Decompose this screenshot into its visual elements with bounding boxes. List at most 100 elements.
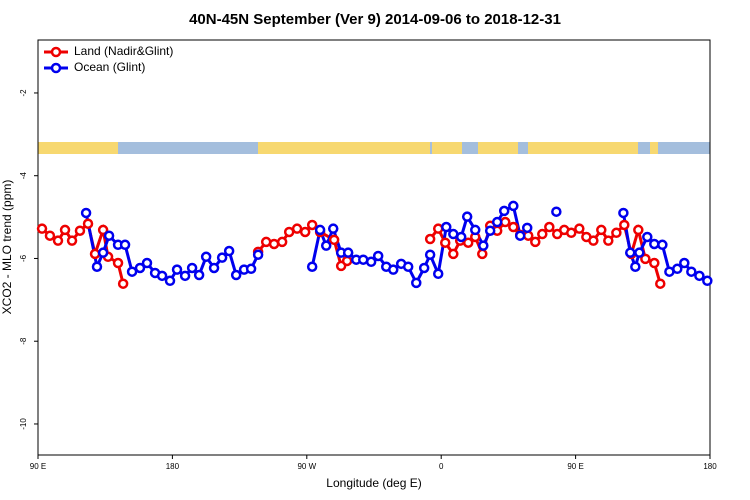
data-point	[686, 266, 697, 277]
data-point	[179, 270, 191, 282]
data-point	[36, 223, 48, 234]
data-point	[672, 263, 683, 275]
data-point	[341, 255, 353, 267]
data-point	[477, 248, 488, 260]
chart-title: 40N-45N September (Ver 9) 2014-09-06 to …	[189, 11, 561, 28]
land-band	[528, 142, 638, 154]
data-point	[633, 224, 644, 236]
y-tick-label: -8	[19, 337, 28, 345]
data-point	[372, 250, 384, 262]
data-point	[469, 224, 481, 236]
data-point	[320, 240, 332, 251]
data-point	[657, 239, 668, 251]
data-point	[208, 262, 220, 274]
data-point	[611, 227, 622, 239]
data-point	[66, 235, 78, 246]
data-point	[679, 257, 690, 269]
land-band	[38, 142, 118, 154]
data-point	[80, 207, 92, 219]
data-point	[74, 225, 86, 236]
y-tick-label: -10	[19, 418, 28, 430]
data-point	[432, 268, 444, 280]
data-point	[306, 261, 318, 272]
data-point	[402, 261, 414, 272]
data-point	[156, 270, 168, 282]
data-point	[268, 238, 280, 250]
y-tick-label: -6	[19, 254, 28, 262]
data-point	[411, 277, 422, 289]
data-point	[625, 247, 636, 258]
legend-label: Ocean (Glint)	[74, 60, 145, 74]
data-point	[134, 262, 146, 274]
data-point	[500, 216, 511, 228]
data-point	[245, 263, 257, 275]
data-point	[439, 237, 451, 248]
data-point	[388, 264, 399, 275]
data-point	[478, 240, 489, 251]
data-point	[566, 227, 577, 239]
data-point	[44, 230, 56, 241]
data-point	[491, 216, 503, 228]
x-tick-label: 90 W	[297, 462, 316, 471]
data-point	[97, 224, 109, 236]
data-point	[119, 239, 131, 251]
data-point	[91, 261, 103, 272]
data-point	[252, 249, 264, 260]
data-point	[89, 248, 101, 260]
data-point	[630, 261, 641, 272]
data-point	[448, 248, 459, 260]
data-point	[327, 223, 339, 234]
x-axis-label: Longitude (deg E)	[326, 476, 421, 490]
data-point	[299, 226, 311, 238]
data-point	[328, 234, 340, 246]
data-point	[112, 257, 124, 269]
data-point	[276, 236, 288, 248]
data-point	[342, 247, 354, 258]
data-point	[508, 221, 519, 233]
data-point	[694, 270, 705, 282]
data-point	[618, 207, 629, 219]
data-point	[508, 200, 519, 212]
data-point	[193, 269, 205, 281]
data-point	[640, 253, 651, 265]
data-point	[498, 205, 510, 217]
data-point	[418, 262, 430, 274]
data-point	[551, 206, 562, 217]
x-tick-label: 180	[166, 462, 180, 471]
data-point	[702, 275, 713, 287]
land-band	[478, 142, 518, 154]
y-tick-label: -2	[19, 89, 28, 97]
data-point	[588, 235, 599, 246]
data-point	[141, 257, 153, 269]
data-point	[59, 224, 71, 236]
data-point	[223, 245, 235, 257]
data-point	[365, 256, 377, 268]
data-point	[642, 231, 653, 243]
x-tick-label: 90 E	[30, 462, 46, 471]
data-point	[462, 237, 474, 248]
data-point	[82, 218, 94, 229]
data-point	[521, 222, 533, 234]
plot-frame	[37, 39, 711, 456]
data-point	[97, 247, 109, 258]
data-point	[314, 224, 326, 236]
data-point	[230, 269, 242, 281]
x-tick-label: 90 E	[567, 462, 583, 471]
data-point	[117, 278, 129, 289]
land-band	[258, 142, 430, 154]
data-point	[596, 224, 607, 236]
legend-marker	[50, 62, 62, 74]
data-point	[216, 252, 228, 263]
land-band	[650, 142, 658, 154]
data-point	[461, 211, 473, 222]
data-point	[649, 257, 660, 269]
data-point	[649, 238, 660, 250]
data-point	[171, 264, 183, 275]
y-axis-label: XCO2 - MLO trend (ppm)	[0, 180, 14, 315]
data-point	[432, 223, 444, 234]
data-point	[455, 231, 467, 243]
data-point	[544, 221, 555, 233]
x-tick-label: 0	[439, 462, 444, 471]
